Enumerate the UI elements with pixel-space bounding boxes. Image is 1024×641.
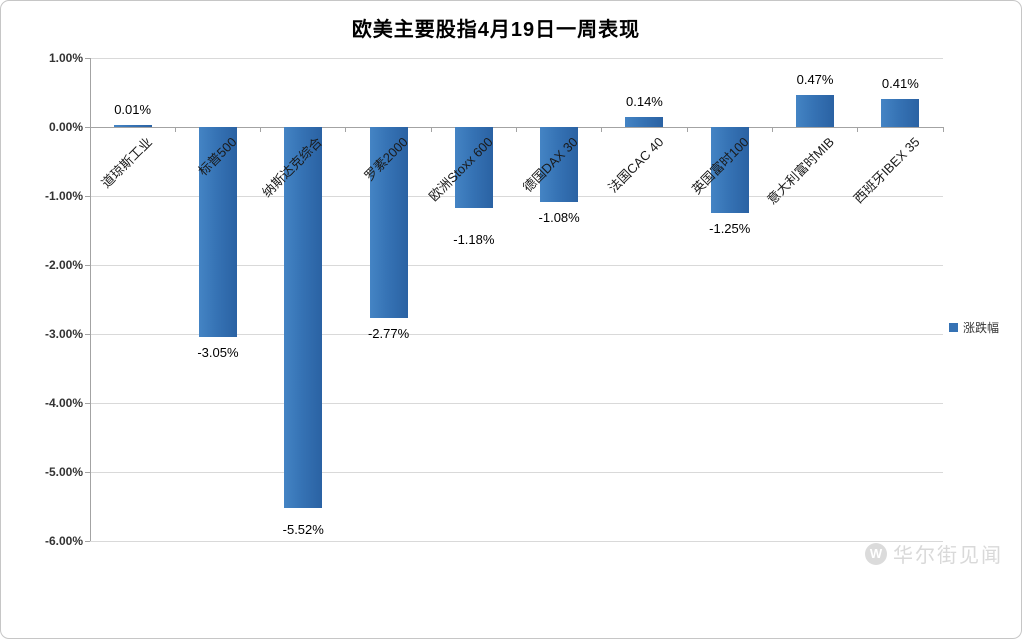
data-label: -5.52% (282, 521, 324, 537)
bar (454, 127, 493, 209)
category-label: 道琼斯工业 (97, 134, 155, 191)
wallstreetcn-logo-icon: W (865, 542, 887, 565)
data-label: -1.08% (538, 209, 580, 225)
bar (198, 127, 237, 338)
y-axis-tick-label: -5.00% (44, 465, 83, 479)
category-label: 法国CAC 40 (605, 134, 667, 196)
gridline (90, 333, 943, 335)
y-axis-tick-label: 0.00% (48, 120, 83, 134)
y-axis-tick (85, 471, 90, 473)
y-axis-tick (85, 57, 90, 59)
x-axis-tick (601, 127, 603, 132)
gridline (90, 540, 943, 542)
x-axis-tick (430, 127, 432, 132)
data-label: -1.25% (709, 221, 751, 237)
legend-label: 涨跌幅 (963, 321, 1000, 335)
y-axis-tick-label: -3.00% (44, 327, 83, 341)
x-axis-tick (260, 127, 262, 132)
y-axis-tick (85, 402, 90, 404)
bar (625, 117, 664, 127)
gridline (90, 195, 943, 197)
data-label: 0.47% (796, 71, 834, 87)
y-axis-tick-label: -4.00% (44, 396, 83, 410)
y-axis-tick-label: -2.00% (44, 258, 83, 272)
data-label: 0.41% (881, 75, 919, 91)
y-axis-tick (85, 126, 90, 128)
bar (369, 127, 408, 319)
y-axis-tick-label: -1.00% (44, 189, 83, 203)
data-label: 0.14% (626, 94, 663, 110)
gridline (90, 57, 943, 59)
watermark: W 华尔街见闻 (865, 539, 1003, 568)
y-axis-tick-label: 1.00% (48, 51, 83, 65)
x-axis-tick (686, 127, 688, 132)
data-label: 0.01% (114, 101, 152, 117)
bar (284, 127, 323, 508)
x-axis-tick (345, 127, 347, 132)
x-axis-tick (771, 127, 773, 132)
bar (710, 127, 749, 214)
data-label: -2.77% (367, 326, 410, 342)
y-axis-tick-label: -6.00% (44, 534, 83, 548)
y-axis-line (89, 58, 91, 541)
gridline (90, 264, 943, 266)
bar (796, 94, 835, 127)
y-axis-tick (85, 333, 90, 335)
bar (540, 127, 579, 202)
chart-title: 欧美主要股指4月19日一周表现 (351, 19, 641, 41)
legend: 涨跌幅 (949, 319, 999, 336)
y-axis-tick (85, 540, 90, 542)
gridline (90, 402, 943, 404)
gridline (90, 471, 943, 473)
y-axis-tick (85, 264, 90, 266)
x-axis-tick (516, 127, 517, 132)
data-label: -1.18% (453, 232, 495, 248)
legend-swatch-icon (949, 323, 958, 332)
x-axis-tick (89, 127, 91, 132)
x-axis-tick (174, 127, 176, 132)
bar (881, 98, 920, 127)
bar (113, 124, 152, 127)
x-axis-tick (857, 127, 859, 132)
y-axis-tick (85, 195, 90, 197)
watermark-text: 华尔街见闻 (893, 545, 1003, 567)
x-axis-tick (942, 127, 944, 132)
data-label: -3.05% (197, 345, 239, 361)
